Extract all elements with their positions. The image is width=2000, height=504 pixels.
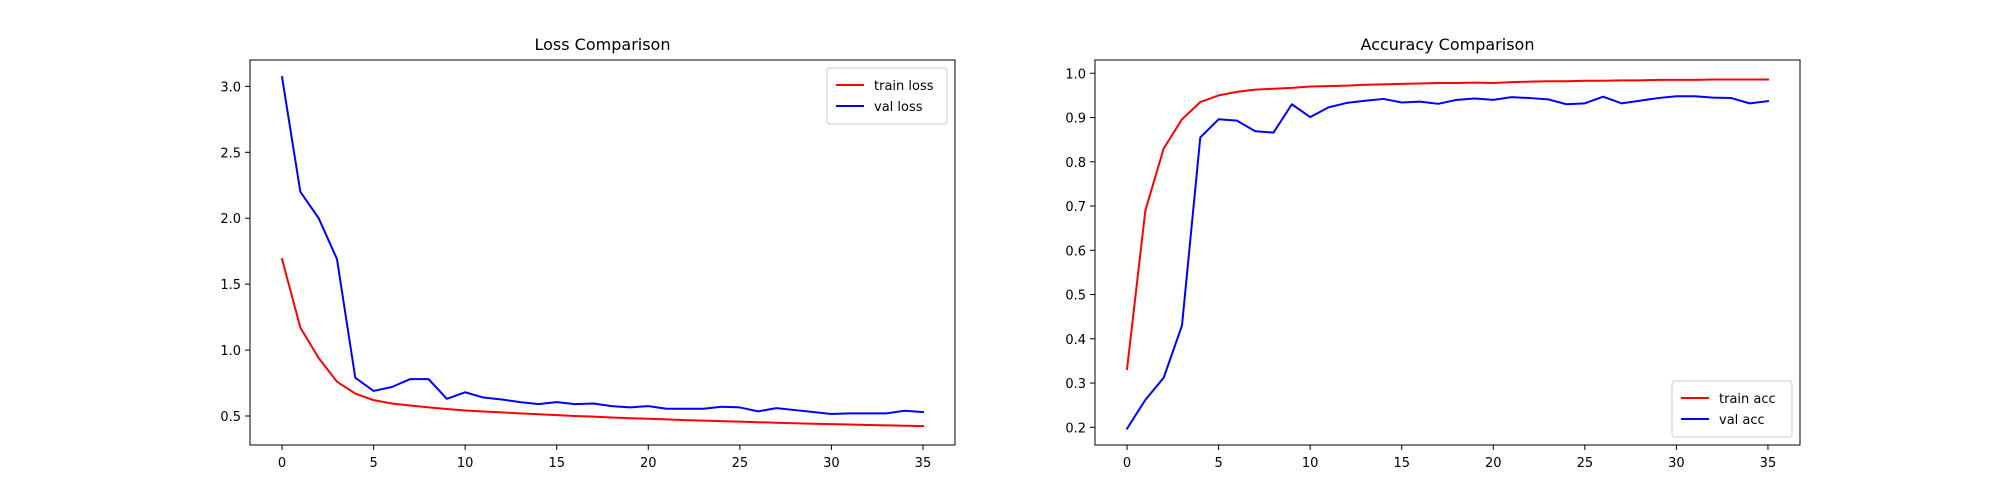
acc-x-tick-label: 25 [1577,456,1594,471]
loss-y-tick-label: 3.0 [220,80,241,95]
acc-legend-box [1671,380,1793,438]
loss-x-tick-label: 30 [823,456,840,471]
loss-x-tick-label: 0 [278,456,286,471]
loss-y-tick-label: 2.0 [220,212,241,227]
acc-series-line-train-acc [1125,78,1769,370]
loss-legend: train loss val loss [826,67,948,125]
loss-y-tick-label: 1.5 [220,278,241,293]
loss-chart-title: Loss Comparison [535,35,671,54]
loss-y-tick-label: 0.5 [220,410,241,425]
acc-axes-frame [1094,59,1801,446]
acc-chart-title: Accuracy Comparison [1361,35,1535,54]
acc-y-tick-label: 0.9 [1065,112,1086,127]
loss-x-tick-label: 15 [548,456,565,471]
loss-y-tick-label: 2.5 [220,146,241,161]
loss-legend-label: val loss [874,100,923,115]
loss-axes-frame [249,59,956,446]
loss-x-tick-label: 20 [640,456,657,471]
acc-x-tick-label: 35 [1760,456,1777,471]
acc-legend: train acc val acc [1671,380,1793,438]
acc-x-tick-label: 0 [1123,456,1131,471]
acc-chart: Accuracy Comparison 0 5 10 15 20 25 30 35 0.2 0.3 0… [1065,35,1801,471]
loss-x-tick-label: 10 [457,456,474,471]
acc-x-tick-label: 20 [1485,456,1502,471]
loss-legend-box [826,67,948,125]
acc-y-tick-label: 0.4 [1065,333,1086,348]
acc-y-tick-label: 0.2 [1065,421,1086,436]
loss-series-line-val-loss [280,75,925,416]
acc-legend-label: train acc [1719,392,1776,407]
acc-y-tick-label: 0.7 [1065,200,1086,215]
acc-x-tick-label: 5 [1214,456,1222,471]
acc-series-line-val-acc [1125,95,1770,431]
loss-x-tick-label: 25 [732,456,749,471]
acc-legend-label: val acc [1719,413,1765,428]
acc-y-tick-label: 0.8 [1065,156,1086,171]
loss-y-tick-label: 1.0 [220,344,241,359]
loss-series-line-train-loss [280,257,924,428]
acc-x-tick-label: 30 [1668,456,1685,471]
acc-y-tick-label: 1.0 [1065,67,1086,82]
loss-x-tick-label: 5 [369,456,377,471]
loss-x-tick-label: 35 [915,456,932,471]
acc-y-tick-label: 0.3 [1065,377,1086,392]
acc-y-tick-label: 0.6 [1065,244,1086,259]
loss-chart: Loss Comparison 0 5 10 15 20 25 30 35 0.5 1.0 1.5 2.… [220,35,956,471]
acc-y-tick-label: 0.5 [1065,289,1086,304]
acc-x-tick-label: 10 [1302,456,1319,471]
loss-legend-label: train loss [874,79,934,94]
acc-x-tick-label: 15 [1393,456,1410,471]
